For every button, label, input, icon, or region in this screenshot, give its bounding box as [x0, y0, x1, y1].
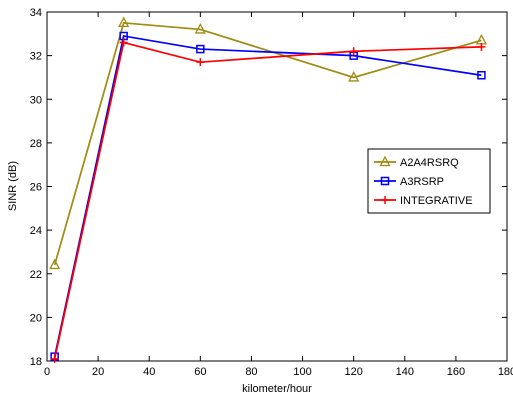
x-tick-label: 120 [344, 366, 362, 378]
triangle-marker [379, 155, 391, 167]
legend-item: A2A4RSRQ [374, 155, 459, 169]
triangle-marker [348, 71, 360, 82]
series-integrative [50, 38, 486, 363]
y-tick-label: 26 [30, 182, 42, 194]
plus-marker [196, 58, 205, 67]
legend-label: A3RSRP [400, 176, 444, 188]
x-tick-label: 20 [92, 366, 104, 378]
triangle-marker [118, 16, 130, 28]
triangle-marker [49, 258, 61, 270]
x-tick-label: 40 [143, 366, 155, 378]
y-tick-label: 32 [30, 51, 42, 63]
square-marker [477, 71, 486, 80]
x-axis-label: kilometer/hour [242, 383, 312, 395]
x-tick-label: 100 [293, 366, 311, 378]
plus-marker [119, 38, 128, 47]
legend-label: INTEGRATIVE [400, 195, 473, 207]
legend: A2A4RSRQ A3RSRP INTEGRATIVE [367, 148, 491, 214]
x-tick-label: 0 [44, 366, 50, 378]
legend-label: A2A4RSRQ [400, 157, 459, 169]
y-tick-label: 24 [30, 225, 42, 237]
y-tick-label: 18 [30, 356, 42, 368]
x-tick-label: 140 [396, 366, 414, 378]
y-tick-label: 30 [30, 94, 42, 106]
plus-marker [381, 196, 389, 204]
legend-item: A3RSRP [374, 176, 444, 188]
y-axis-label: SINR (dB) [7, 161, 19, 211]
y-tick-label: 20 [30, 312, 42, 324]
y-tick-label: 22 [30, 269, 42, 281]
square-marker [196, 44, 205, 54]
square-marker [380, 176, 390, 186]
x-tick-label: 160 [447, 366, 465, 378]
plus-marker [50, 354, 59, 363]
plus-marker [349, 47, 358, 56]
series-layer [49, 16, 488, 363]
series-line [53, 35, 482, 357]
series-line [53, 21, 482, 266]
x-tick-label: 180 [498, 366, 513, 378]
x-tick-label: 80 [245, 366, 257, 378]
plus-marker [477, 42, 486, 51]
legend-item: INTEGRATIVE [374, 195, 473, 207]
y-tick-label: 28 [30, 138, 42, 150]
series-a3rsrp [50, 31, 486, 361]
axis-ticks: 0 20 40 60 80 100 120 140 160 180 18 20 22 24 26 28 30 32… [30, 7, 513, 378]
x-tick-label: 60 [194, 366, 206, 378]
triangle-marker [194, 23, 206, 34]
y-tick-label: 34 [30, 7, 42, 19]
